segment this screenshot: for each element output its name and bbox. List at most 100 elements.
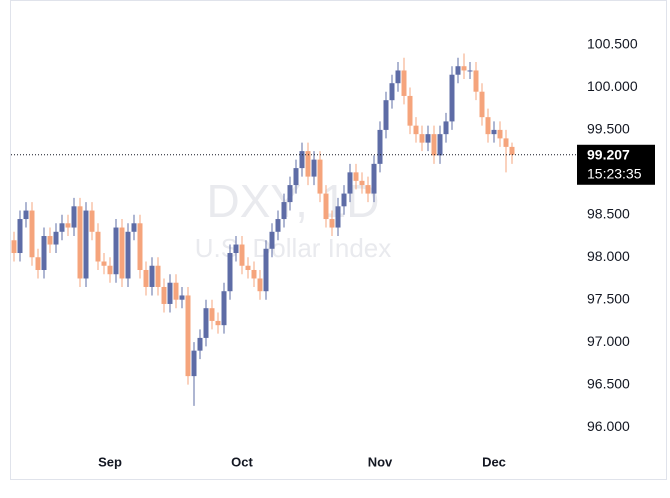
y-tick-label: 97.000 <box>587 333 630 349</box>
candle-body <box>95 231 101 262</box>
candle-body <box>17 219 23 254</box>
candle-body <box>461 66 467 71</box>
candle-body <box>431 134 437 156</box>
candle-body <box>509 146 515 155</box>
y-tick-label: 98.500 <box>587 206 630 222</box>
y-tick-label: 96.500 <box>587 375 630 391</box>
candle-body <box>425 134 431 143</box>
candle-body <box>491 129 497 135</box>
candle-body <box>233 244 239 254</box>
candle-body <box>191 350 197 377</box>
y-tick-label: 100.000 <box>587 78 638 94</box>
candle-body <box>41 236 47 270</box>
candle-body <box>155 265 161 287</box>
watermark-subtitle: U.S. Dollar Index <box>195 233 392 263</box>
candle-body <box>305 151 311 177</box>
candle-body <box>83 210 89 279</box>
candle-body <box>239 244 245 266</box>
candle-body <box>143 269 149 287</box>
candle-body <box>419 134 425 143</box>
candle-body <box>263 248 269 292</box>
candle-body <box>173 282 179 300</box>
candle-body <box>161 286 167 304</box>
candle-body <box>269 231 275 249</box>
candle-body <box>329 219 335 228</box>
candle-body <box>11 240 17 254</box>
candle-body <box>449 74 455 122</box>
candle-body <box>347 172 353 194</box>
candle-body <box>35 257 41 270</box>
y-tick-label: 100.500 <box>587 36 638 52</box>
candle-body <box>47 236 53 245</box>
watermark-title: DXY, 1D <box>206 175 379 227</box>
last-price-tag <box>577 144 655 185</box>
candle-body <box>65 223 71 228</box>
x-tick-label: Dec <box>482 454 506 469</box>
candle-body <box>497 129 503 139</box>
candle-body <box>299 151 305 169</box>
candle-body <box>395 70 401 84</box>
candle-body <box>209 308 215 321</box>
candle-body <box>23 210 29 220</box>
candle-body <box>353 172 359 181</box>
candle-body <box>443 121 449 135</box>
candle-body <box>437 134 443 156</box>
countdown-label: 15:23:35 <box>587 165 642 181</box>
candle-body <box>77 206 83 279</box>
candle-body <box>383 100 389 130</box>
last-price-label: 99.207 <box>587 146 630 162</box>
candle-body <box>365 185 371 194</box>
candle-body <box>455 66 461 75</box>
candle-body <box>29 210 35 258</box>
candle-body <box>101 261 107 266</box>
candle-body <box>89 210 95 232</box>
candle-body <box>203 308 209 338</box>
candle-body <box>197 337 203 351</box>
candle-body <box>125 231 131 279</box>
candle-body <box>377 129 383 164</box>
candle-body <box>407 95 413 126</box>
candle-body <box>185 295 191 377</box>
candle-body <box>71 206 77 228</box>
candle-body <box>251 269 257 279</box>
candle-body <box>317 159 323 194</box>
candle-body <box>137 223 143 270</box>
candle-body <box>131 223 137 232</box>
candle-body <box>473 70 479 92</box>
candle-body <box>179 295 185 300</box>
x-tick-label: Sep <box>98 454 122 469</box>
candle-body <box>479 91 485 118</box>
candle-body <box>119 227 125 279</box>
candle-body <box>467 70 473 72</box>
candle-body <box>401 70 407 96</box>
candle-body <box>215 320 221 326</box>
candle-body <box>341 193 347 207</box>
candle-body <box>167 282 173 304</box>
candle-body <box>323 193 329 220</box>
y-tick-label: 97.500 <box>587 290 630 306</box>
x-tick-label: Nov <box>368 454 393 469</box>
candle-body <box>503 138 509 147</box>
candle-body <box>227 253 233 292</box>
candle-body <box>245 265 251 270</box>
candle-body <box>281 202 287 220</box>
candle-body <box>113 227 119 275</box>
candle-body <box>413 125 419 135</box>
candle-body <box>335 206 341 228</box>
candle-body <box>59 223 65 232</box>
y-tick-label: 96.000 <box>587 418 630 434</box>
candle-body <box>53 231 59 245</box>
y-tick-label: 99.500 <box>587 121 630 137</box>
candle-body <box>311 159 317 177</box>
candle-body <box>371 163 377 194</box>
candle-body <box>359 180 365 186</box>
candle-body <box>287 185 293 203</box>
candle-body <box>221 291 227 326</box>
candle-body <box>107 265 113 275</box>
candle-body <box>149 265 155 287</box>
y-tick-label: 98.000 <box>587 248 630 264</box>
candle-body <box>389 83 395 101</box>
x-tick-label: Oct <box>231 454 253 469</box>
candle-body <box>257 278 263 292</box>
